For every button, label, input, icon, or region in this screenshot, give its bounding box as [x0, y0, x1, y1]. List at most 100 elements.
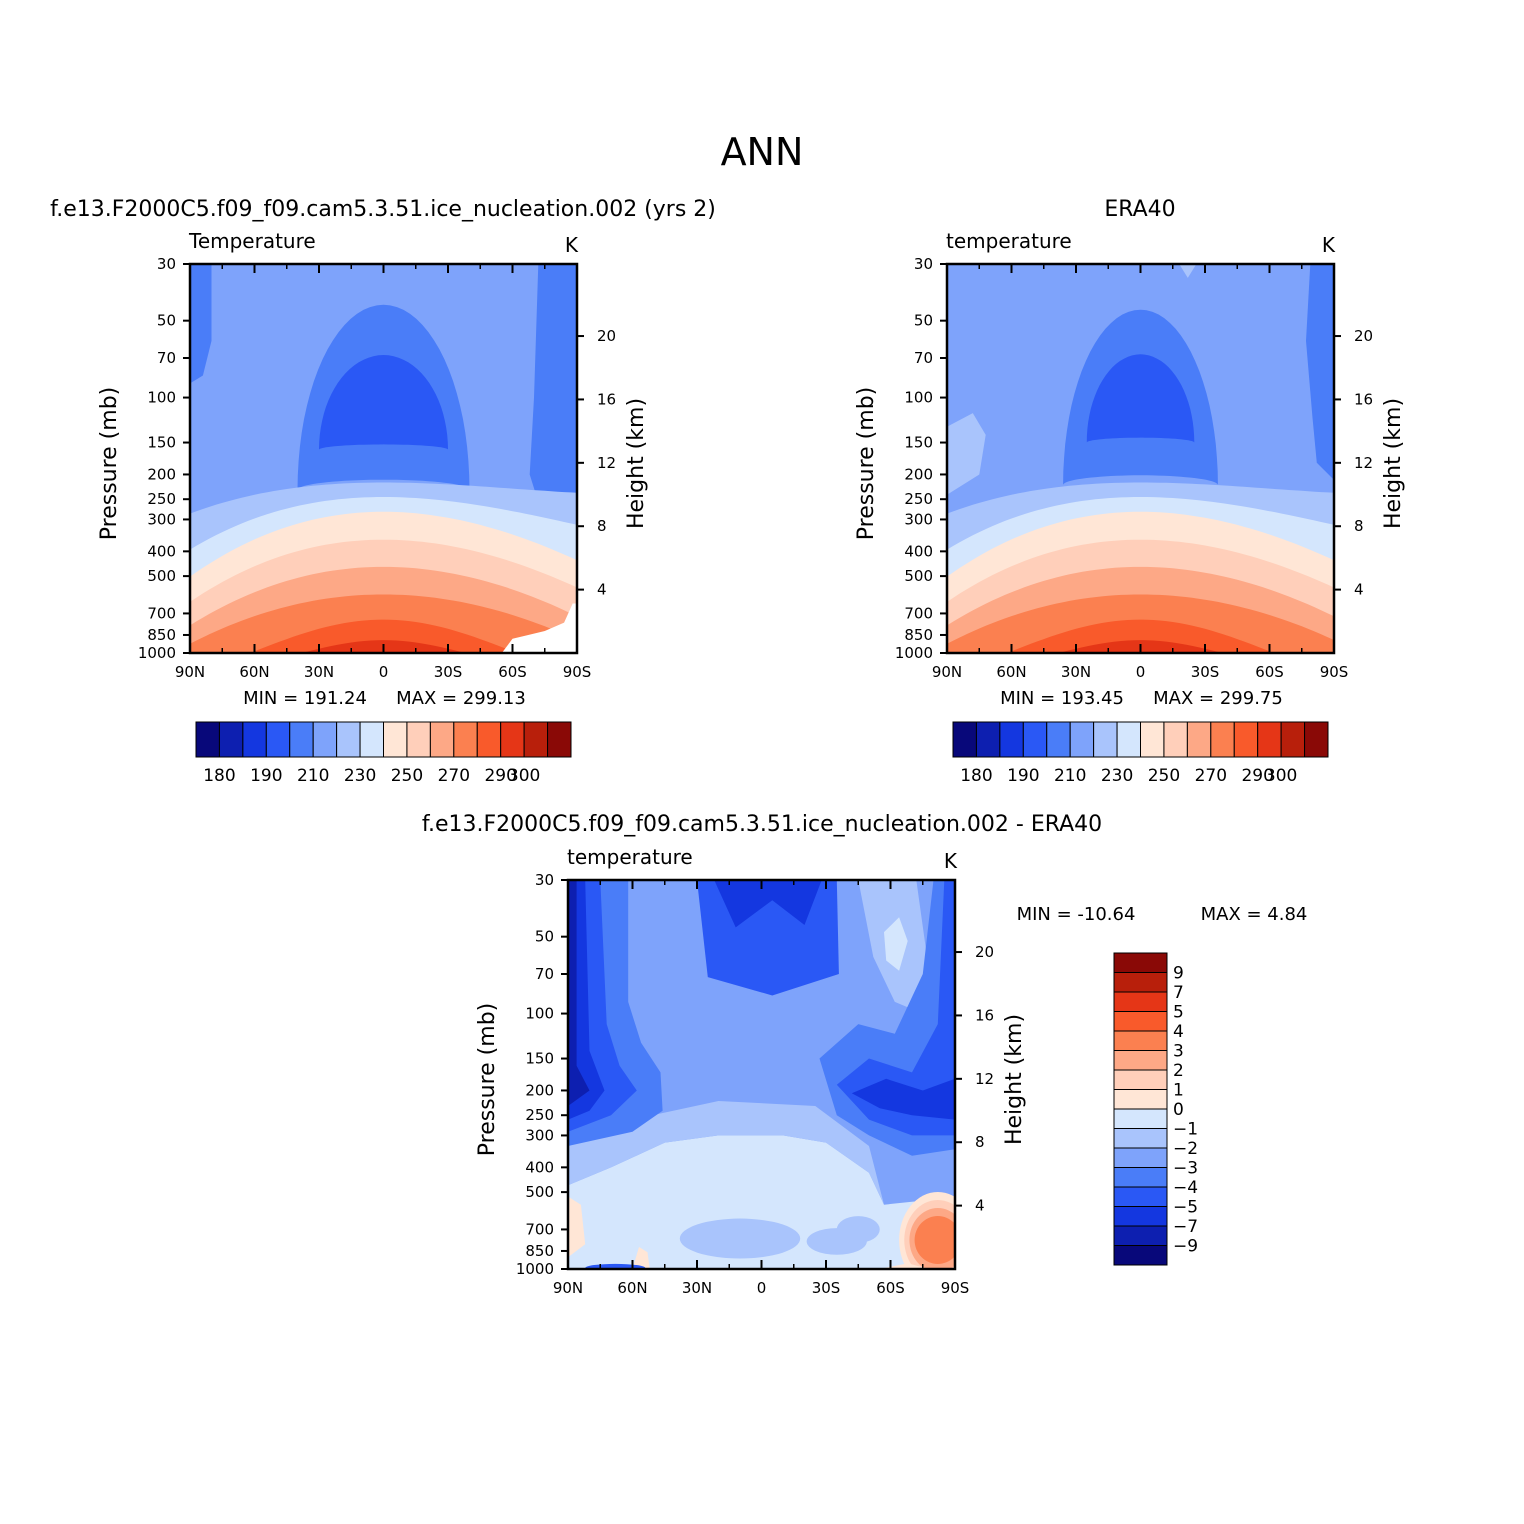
contour-fill — [947, 264, 1334, 653]
y-tick-label: 1000 — [895, 644, 933, 662]
colorbar-label: 210 — [297, 766, 329, 786]
contour-band — [679, 1218, 801, 1259]
colorbar-box — [1113, 1245, 1168, 1266]
y2-tick-label: 20 — [1354, 327, 1373, 345]
colorbar-label: 290 — [484, 766, 516, 786]
x-tick-label: 60S — [1255, 663, 1284, 681]
colorbar-box — [952, 721, 977, 758]
y-axis-label: Pressure (mb) — [475, 1003, 500, 1157]
y-tick-label: 300 — [147, 510, 176, 528]
colorbar-label: 180 — [960, 766, 992, 786]
y-tick-label: 500 — [904, 567, 933, 585]
colorbar-box — [1113, 1030, 1168, 1051]
min-label: MIN = -10.64 — [1017, 904, 1136, 925]
colorbar-box — [1113, 952, 1168, 973]
y-tick-label: 150 — [147, 434, 176, 452]
contour-band — [568, 1101, 884, 1205]
colorbar-label: 300 — [508, 766, 540, 786]
contour-band — [568, 1196, 586, 1258]
y-tick-label: 100 — [147, 389, 176, 407]
contour-band — [568, 880, 590, 1106]
y-tick-label: 100 — [525, 1005, 554, 1023]
panel-left-label: temperature — [946, 229, 1072, 253]
contour-band — [529, 264, 577, 530]
colorbar-box — [500, 721, 525, 758]
contour-band — [190, 264, 212, 384]
y-tick-label: 30 — [157, 255, 176, 273]
axes: 90N 60N 30N 0 30S 60S 90S 30 50 70 100 150 200 250 300… — [475, 871, 1027, 1297]
colorbar-box — [547, 721, 572, 758]
max-label: MAX = 299.75 — [1153, 688, 1283, 709]
x-tick-label: 30N — [1061, 663, 1091, 681]
colorbar-box — [1113, 972, 1168, 993]
x-tick-label: 30S — [1191, 663, 1220, 681]
contour-plot — [568, 880, 955, 1269]
y-tick-label: 500 — [525, 1183, 554, 1201]
y-tick-label: 200 — [147, 465, 176, 483]
colorbar-box — [1257, 721, 1282, 758]
y-tick-label: 250 — [147, 490, 176, 508]
colorbar-box — [1140, 721, 1165, 758]
colorbar-label: 270 — [438, 766, 470, 786]
panel-title: f.e13.F2000C5.f09_f09.cam5.3.51.ice_nucl… — [422, 812, 1102, 837]
colorbar-box — [406, 721, 431, 758]
colorbar-box — [1113, 1050, 1168, 1071]
y-tick-label: 200 — [525, 1081, 554, 1099]
y-tick-label: 400 — [904, 542, 933, 560]
x-tick-label: 0 — [1136, 663, 1146, 681]
y2-axis-label: Height (km) — [624, 398, 649, 529]
y2-tick-label: 16 — [975, 1006, 994, 1024]
y-tick-label: 400 — [147, 542, 176, 560]
y-tick-label: 400 — [525, 1158, 554, 1176]
colorbar-label: 230 — [1101, 766, 1133, 786]
contour-band — [836, 1216, 880, 1243]
y-tick-label: 70 — [914, 349, 933, 367]
x-tick-label: 0 — [757, 1279, 767, 1297]
colorbar-box — [1113, 1186, 1168, 1207]
y-axis-label: Pressure (mb) — [97, 387, 122, 541]
y-tick-label: 150 — [525, 1050, 554, 1068]
x-tick-label: 60N — [617, 1279, 647, 1297]
colorbar-box — [1233, 721, 1259, 758]
contour-band — [1086, 354, 1195, 443]
panel-left-label: Temperature — [188, 229, 316, 253]
colorbar-box — [383, 721, 408, 758]
panel-unit-label: K — [565, 233, 579, 257]
contour-plot — [947, 264, 1334, 653]
panel-unit-label: K — [944, 849, 958, 873]
contour-band — [851, 1078, 955, 1120]
y-tick-label: 70 — [535, 965, 554, 983]
y-axis-label: Pressure (mb) — [854, 387, 879, 541]
y2-tick-label: 12 — [597, 454, 616, 472]
colorbar-box — [1113, 1128, 1168, 1149]
contour-band — [568, 880, 605, 1120]
colorbar-label: 5 — [1173, 1003, 1184, 1023]
x-tick-label: 30N — [682, 1279, 712, 1297]
panel-era40: ERA40 temperature K MIN = 193.45 MAX = 2… — [854, 197, 1406, 786]
x-tick-label: 30S — [812, 1279, 841, 1297]
y-tick-label: 30 — [535, 871, 554, 889]
x-tick-label: 90S — [563, 663, 592, 681]
colorbar-box — [312, 721, 338, 758]
colorbar-box — [453, 721, 478, 758]
colorbar-box — [1113, 1147, 1168, 1168]
colorbar-label: 0 — [1173, 1100, 1184, 1120]
y2-tick-label: 20 — [597, 327, 616, 345]
y-tick-label: 50 — [157, 312, 176, 330]
panel-title: f.e13.F2000C5.f09_f09.cam5.3.51.ice_nucl… — [50, 197, 716, 222]
y2-tick-label: 16 — [597, 390, 616, 408]
x-tick-label: 60S — [498, 663, 527, 681]
missing-data-area — [501, 603, 577, 653]
colorbar-box — [1113, 1108, 1168, 1129]
contour-fill — [190, 264, 577, 653]
x-tick-label: 90N — [175, 663, 205, 681]
min-label: MIN = 193.45 — [1000, 688, 1124, 709]
y2-tick-label: 8 — [597, 517, 607, 535]
colorbar-box — [1113, 1167, 1168, 1188]
y-tick-label: 300 — [525, 1126, 554, 1144]
colorbar-label: 1 — [1173, 1081, 1184, 1101]
colorbar-box — [1046, 721, 1071, 758]
